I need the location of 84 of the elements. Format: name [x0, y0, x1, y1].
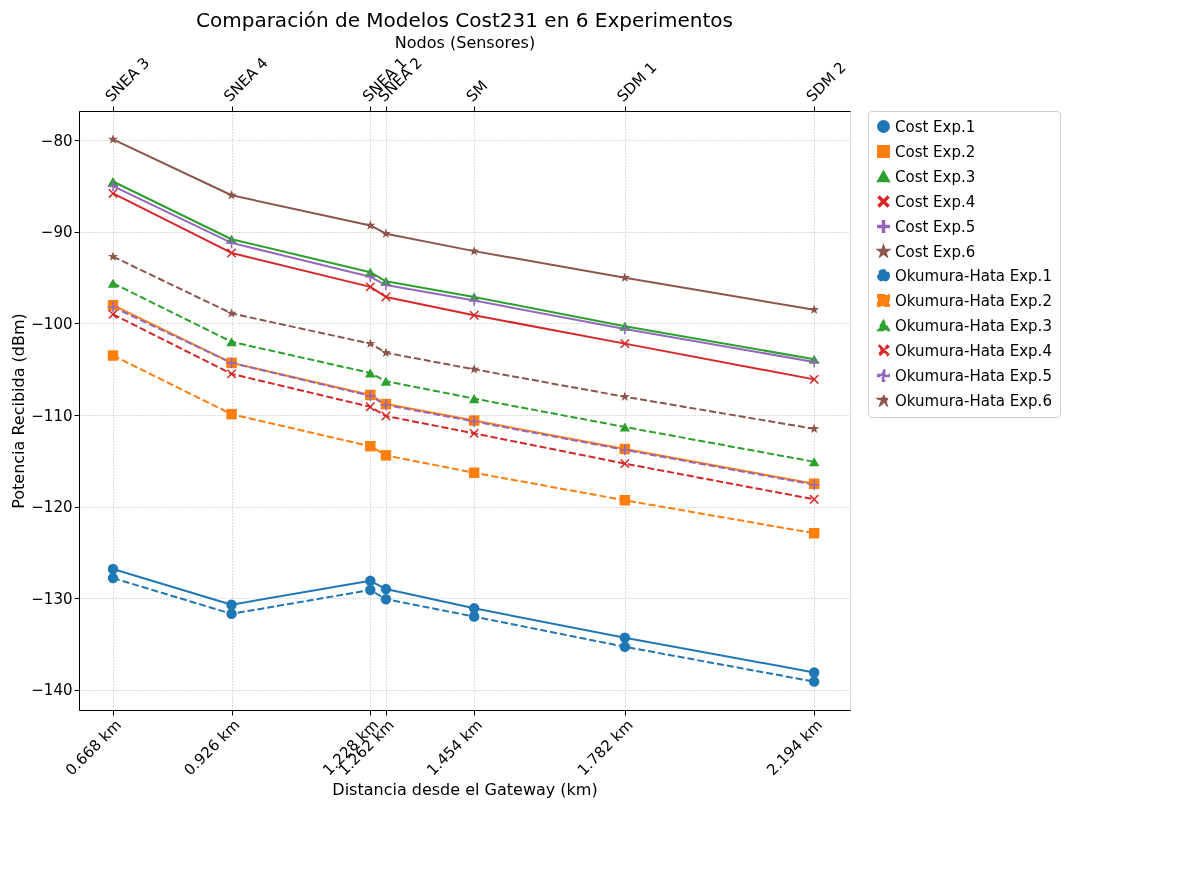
point — [226, 408, 237, 420]
point — [365, 271, 376, 283]
point — [365, 338, 376, 348]
y-tick-label: −90 — [40, 223, 73, 242]
y-tick-label: −80 — [40, 131, 73, 150]
point — [365, 282, 376, 292]
point — [365, 584, 376, 596]
y-tick-label: −130 — [31, 589, 73, 608]
y-tick-label: −120 — [31, 498, 73, 517]
point — [108, 251, 118, 261]
point — [469, 310, 479, 320]
point — [468, 611, 480, 622]
point — [380, 376, 392, 386]
y-tick-label: −100 — [31, 314, 73, 333]
point — [619, 632, 631, 643]
legend-label: Okumura-Hata Exp.6 — [895, 391, 1052, 410]
point — [808, 676, 820, 687]
point — [365, 440, 376, 452]
point — [468, 394, 480, 404]
point — [619, 422, 631, 432]
point — [380, 593, 392, 605]
y-axis-title: Potencia Recibida (dBm) — [9, 313, 29, 509]
text: SM — [462, 76, 492, 106]
point — [365, 402, 376, 412]
point — [108, 309, 118, 320]
point — [380, 279, 392, 291]
point — [619, 641, 631, 653]
point — [380, 450, 392, 461]
y-tick-label: −110 — [31, 406, 73, 425]
point — [108, 134, 118, 144]
point — [619, 495, 631, 506]
point — [365, 220, 376, 230]
legend-label: Okumura-Hata Exp.5 — [895, 366, 1052, 385]
point — [469, 364, 480, 374]
point — [365, 575, 376, 587]
legend-label: Cost Exp.3 — [895, 167, 976, 186]
point — [809, 374, 819, 385]
point — [808, 667, 820, 678]
point — [809, 304, 820, 314]
point — [226, 599, 237, 610]
point — [381, 292, 391, 302]
point — [226, 369, 237, 379]
point — [226, 190, 237, 200]
point — [619, 391, 630, 401]
point — [226, 237, 237, 249]
point — [107, 278, 119, 288]
point — [107, 180, 119, 192]
legend-label: Cost Exp.5 — [895, 217, 976, 236]
point — [226, 608, 237, 620]
point — [107, 563, 119, 575]
point — [469, 428, 479, 439]
point — [107, 572, 119, 584]
chart-title: Comparación de Modelos Cost231 en 6 Experimentos — [196, 7, 733, 32]
point — [380, 347, 391, 358]
point — [809, 423, 820, 434]
point — [468, 295, 480, 306]
point — [809, 494, 819, 505]
point — [620, 458, 630, 469]
point — [226, 308, 237, 318]
point — [808, 356, 820, 368]
x-axis-title: Distancia desde el Gateway (km) — [332, 780, 598, 800]
legend-label: Okumura-Hata Exp.3 — [895, 316, 1052, 335]
point — [380, 228, 391, 238]
point — [619, 323, 631, 335]
x2-axis-title: Nodos (Sensores) — [394, 33, 536, 53]
point — [226, 248, 237, 258]
point — [620, 338, 630, 349]
legend-label: Cost Exp.6 — [895, 242, 976, 261]
legend-label: Okumura-Hata Exp.4 — [895, 341, 1052, 360]
legend-label: Cost Exp.1 — [895, 117, 976, 136]
point — [108, 188, 118, 199]
legend-label: Okumura-Hata Exp.2 — [895, 291, 1052, 310]
y-tick-label: −140 — [31, 681, 73, 700]
point — [381, 411, 391, 421]
point — [469, 245, 480, 256]
point — [380, 583, 392, 595]
point — [107, 350, 119, 361]
point — [808, 527, 820, 539]
legend-label: Cost Exp.2 — [895, 142, 976, 161]
point — [468, 467, 480, 479]
point — [808, 457, 820, 467]
legend-label: Okumura-Hata Exp.1 — [895, 266, 1052, 285]
legend-label: Cost Exp.4 — [895, 192, 976, 211]
point — [226, 337, 237, 347]
